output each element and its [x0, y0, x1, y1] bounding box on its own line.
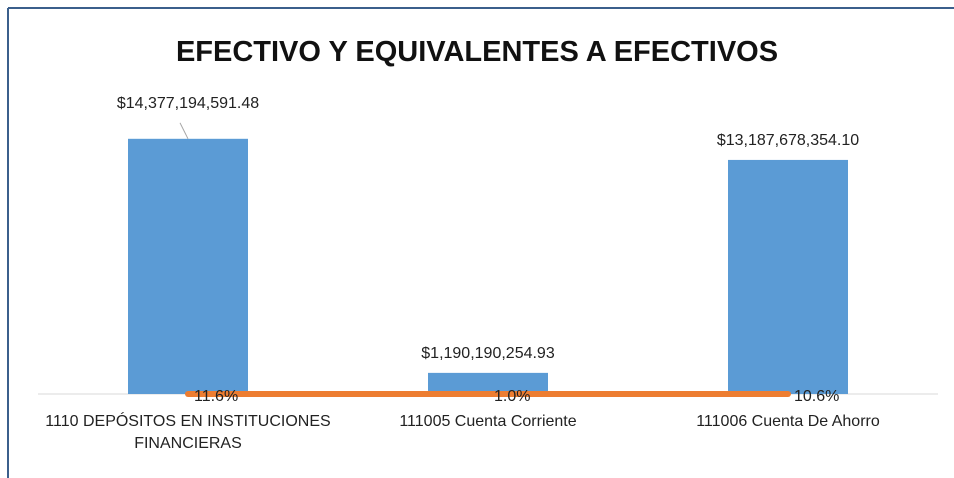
- data-label: 10.6%: [794, 388, 840, 405]
- x-tick-label: 111005 Cuenta Corriente: [399, 413, 577, 430]
- bar: [428, 372, 548, 394]
- data-label: 1.0%: [494, 388, 531, 405]
- data-label: $1,190,190,254.93: [421, 344, 555, 362]
- x-tick-label: 1110 DEPÓSITOS EN INSTITUCIONES FINANCIE…: [45, 413, 331, 452]
- chart-title: EFECTIVO Y EQUIVALENTES A EFECTIVOS: [175, 36, 779, 68]
- bar: [728, 159, 848, 394]
- x-tick-label: 111006 Cuenta De Ahorro: [696, 413, 880, 430]
- data-label: 11.6%: [194, 388, 239, 405]
- bar: [128, 138, 248, 394]
- leader-line: [179, 122, 189, 140]
- data-label: $13,187,678,354.10: [716, 131, 860, 149]
- data-label: $14,377,194,591.48: [116, 94, 260, 112]
